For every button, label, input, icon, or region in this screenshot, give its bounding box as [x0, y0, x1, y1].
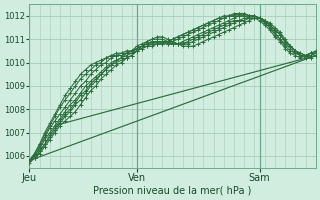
X-axis label: Pression niveau de la mer( hPa ): Pression niveau de la mer( hPa ): [93, 186, 252, 196]
